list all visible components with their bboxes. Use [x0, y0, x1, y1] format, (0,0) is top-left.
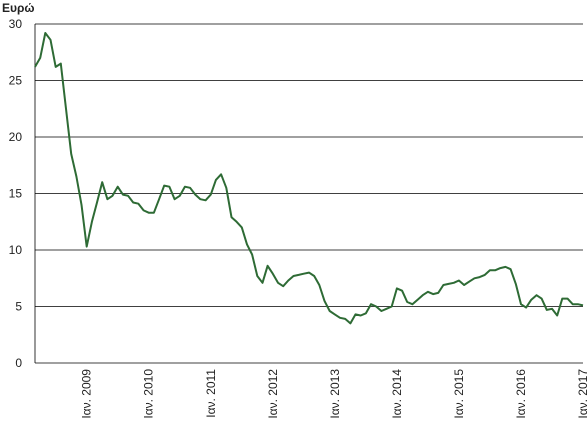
data-line: [34, 32, 584, 325]
x-tick-label: Ιαν. 2009: [80, 369, 94, 419]
x-tick-label: Ιαν. 2014: [390, 369, 404, 419]
x-tick-label: Ιαν. 2015: [452, 369, 466, 419]
x-tick-label: Ιαν. 2017: [576, 369, 587, 419]
x-tick-label: Ιαν. 2011: [204, 369, 218, 418]
x-tick-label: Ιαν. 2013: [328, 369, 342, 419]
y-tick-label: 25: [9, 74, 23, 88]
y-tick-label: 5: [15, 300, 22, 314]
y-tick-label: 15: [9, 187, 23, 201]
y-tick-label: 20: [9, 130, 23, 144]
y-tick-label: 0: [15, 356, 22, 370]
x-tick-label: Ιαν. 2012: [266, 369, 280, 419]
y-tick-label: 30: [9, 17, 23, 31]
y-axis-label: Ευρώ: [2, 1, 35, 15]
x-tick-label: Ιαν. 2010: [142, 369, 156, 419]
y-tick-label: 10: [9, 243, 23, 257]
x-tick-label: Ιαν. 2016: [514, 369, 528, 419]
